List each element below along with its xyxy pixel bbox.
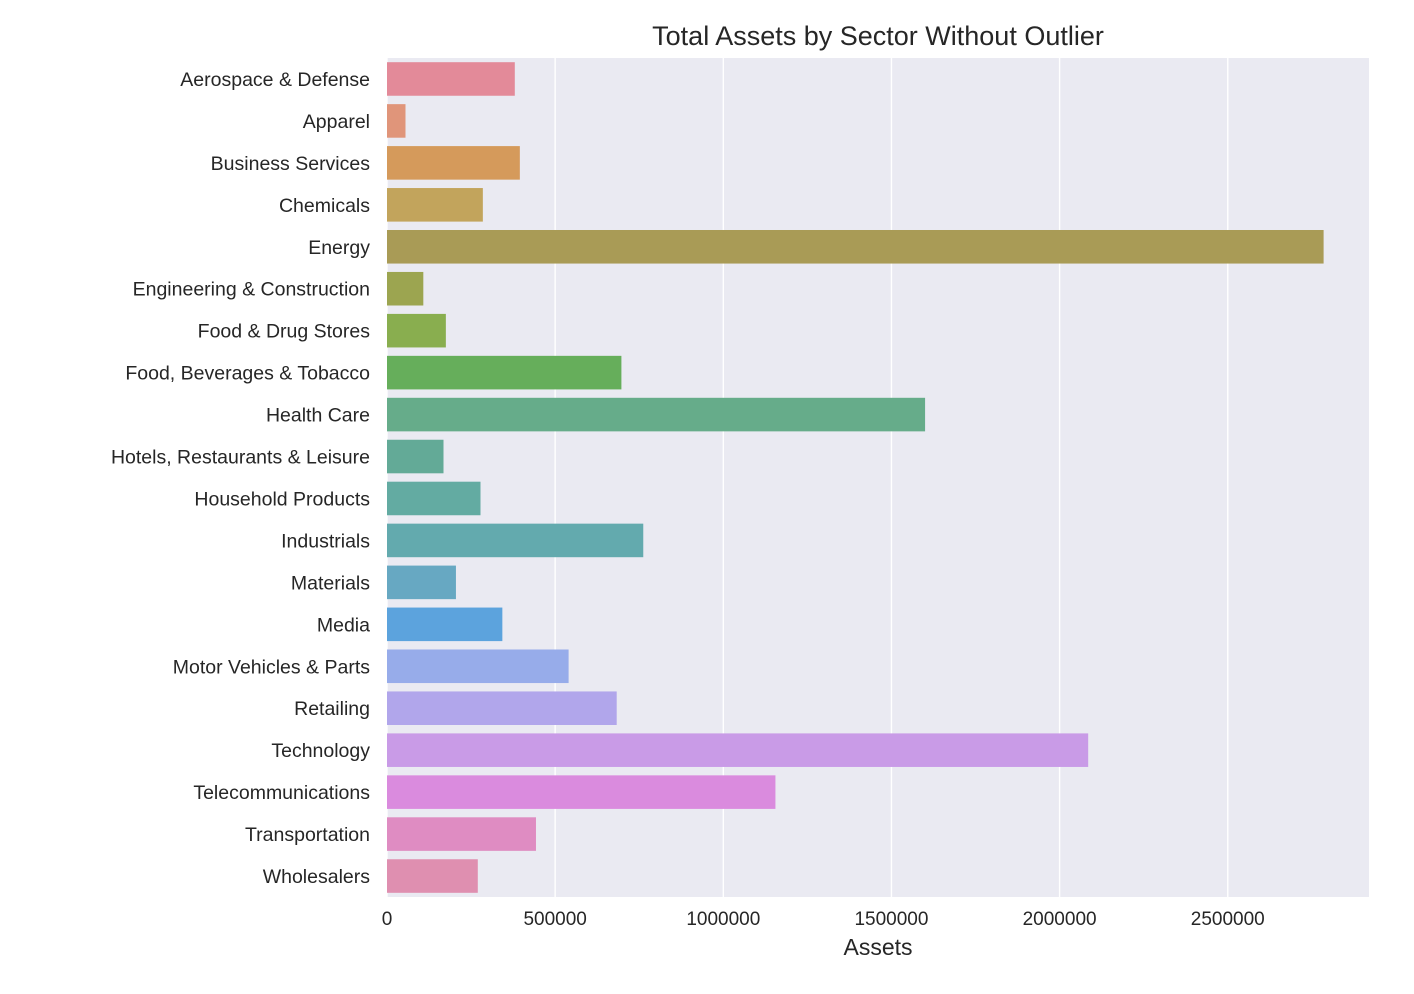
y-tick-label: Apparel <box>303 111 370 133</box>
y-tick-label: Wholesalers <box>263 866 371 888</box>
y-tick-label: Industrials <box>281 530 370 552</box>
bar <box>387 733 1089 767</box>
bar <box>387 481 481 516</box>
bar <box>387 397 926 432</box>
bar <box>387 104 406 138</box>
bar <box>387 439 444 474</box>
bar <box>387 523 644 558</box>
y-tick-labels: Aerospace & Defense Apparel Business Servi… <box>111 69 370 888</box>
x-tick-labels: 0 500000 1000000 1500000 2000000 2500000 <box>382 909 1265 930</box>
bar <box>387 607 503 642</box>
y-tick-label: Retailing <box>294 698 370 720</box>
bar <box>387 691 617 726</box>
y-tick-label: Materials <box>291 572 370 594</box>
x-tick-label: 2500000 <box>1191 909 1265 930</box>
y-tick-label: Media <box>317 614 370 636</box>
bar <box>387 565 456 600</box>
y-tick-label: Hotels, Restaurants & Leisure <box>111 447 370 469</box>
x-tick-label: 1000000 <box>686 909 760 930</box>
x-tick-label: 2000000 <box>1023 909 1097 930</box>
x-tick-label: 0 <box>382 909 393 930</box>
bar <box>387 313 446 348</box>
y-tick-label: Engineering & Construction <box>133 279 370 301</box>
y-tick-label: Food & Drug Stores <box>198 321 371 343</box>
bar <box>387 188 483 222</box>
bar <box>387 229 1324 264</box>
bar <box>387 271 424 306</box>
x-tick-label: 500000 <box>523 909 586 930</box>
chart-title: Total Assets by Sector Without Outlier <box>652 21 1104 51</box>
bars <box>387 62 1324 893</box>
bar <box>387 62 515 96</box>
y-tick-label: Household Products <box>194 488 370 510</box>
y-tick-label: Business Services <box>211 153 371 175</box>
bar <box>387 355 622 390</box>
x-tick-label: 1500000 <box>854 909 928 930</box>
bar <box>387 775 776 809</box>
bar <box>387 146 520 180</box>
y-tick-label: Health Care <box>266 405 370 427</box>
bar <box>387 859 478 893</box>
x-axis-label: Assets <box>843 934 912 960</box>
y-tick-label: Energy <box>308 237 370 259</box>
y-tick-label: Motor Vehicles & Parts <box>173 656 370 678</box>
bar <box>387 649 569 684</box>
y-tick-label: Food, Beverages & Tobacco <box>125 363 370 385</box>
bar <box>387 817 536 851</box>
plot-area <box>387 58 1369 897</box>
y-tick-label: Telecommunications <box>193 782 370 804</box>
y-tick-label: Aerospace & Defense <box>180 69 370 91</box>
y-tick-label: Technology <box>271 740 370 762</box>
y-tick-label: Chemicals <box>279 195 370 217</box>
y-tick-label: Transportation <box>245 824 370 846</box>
